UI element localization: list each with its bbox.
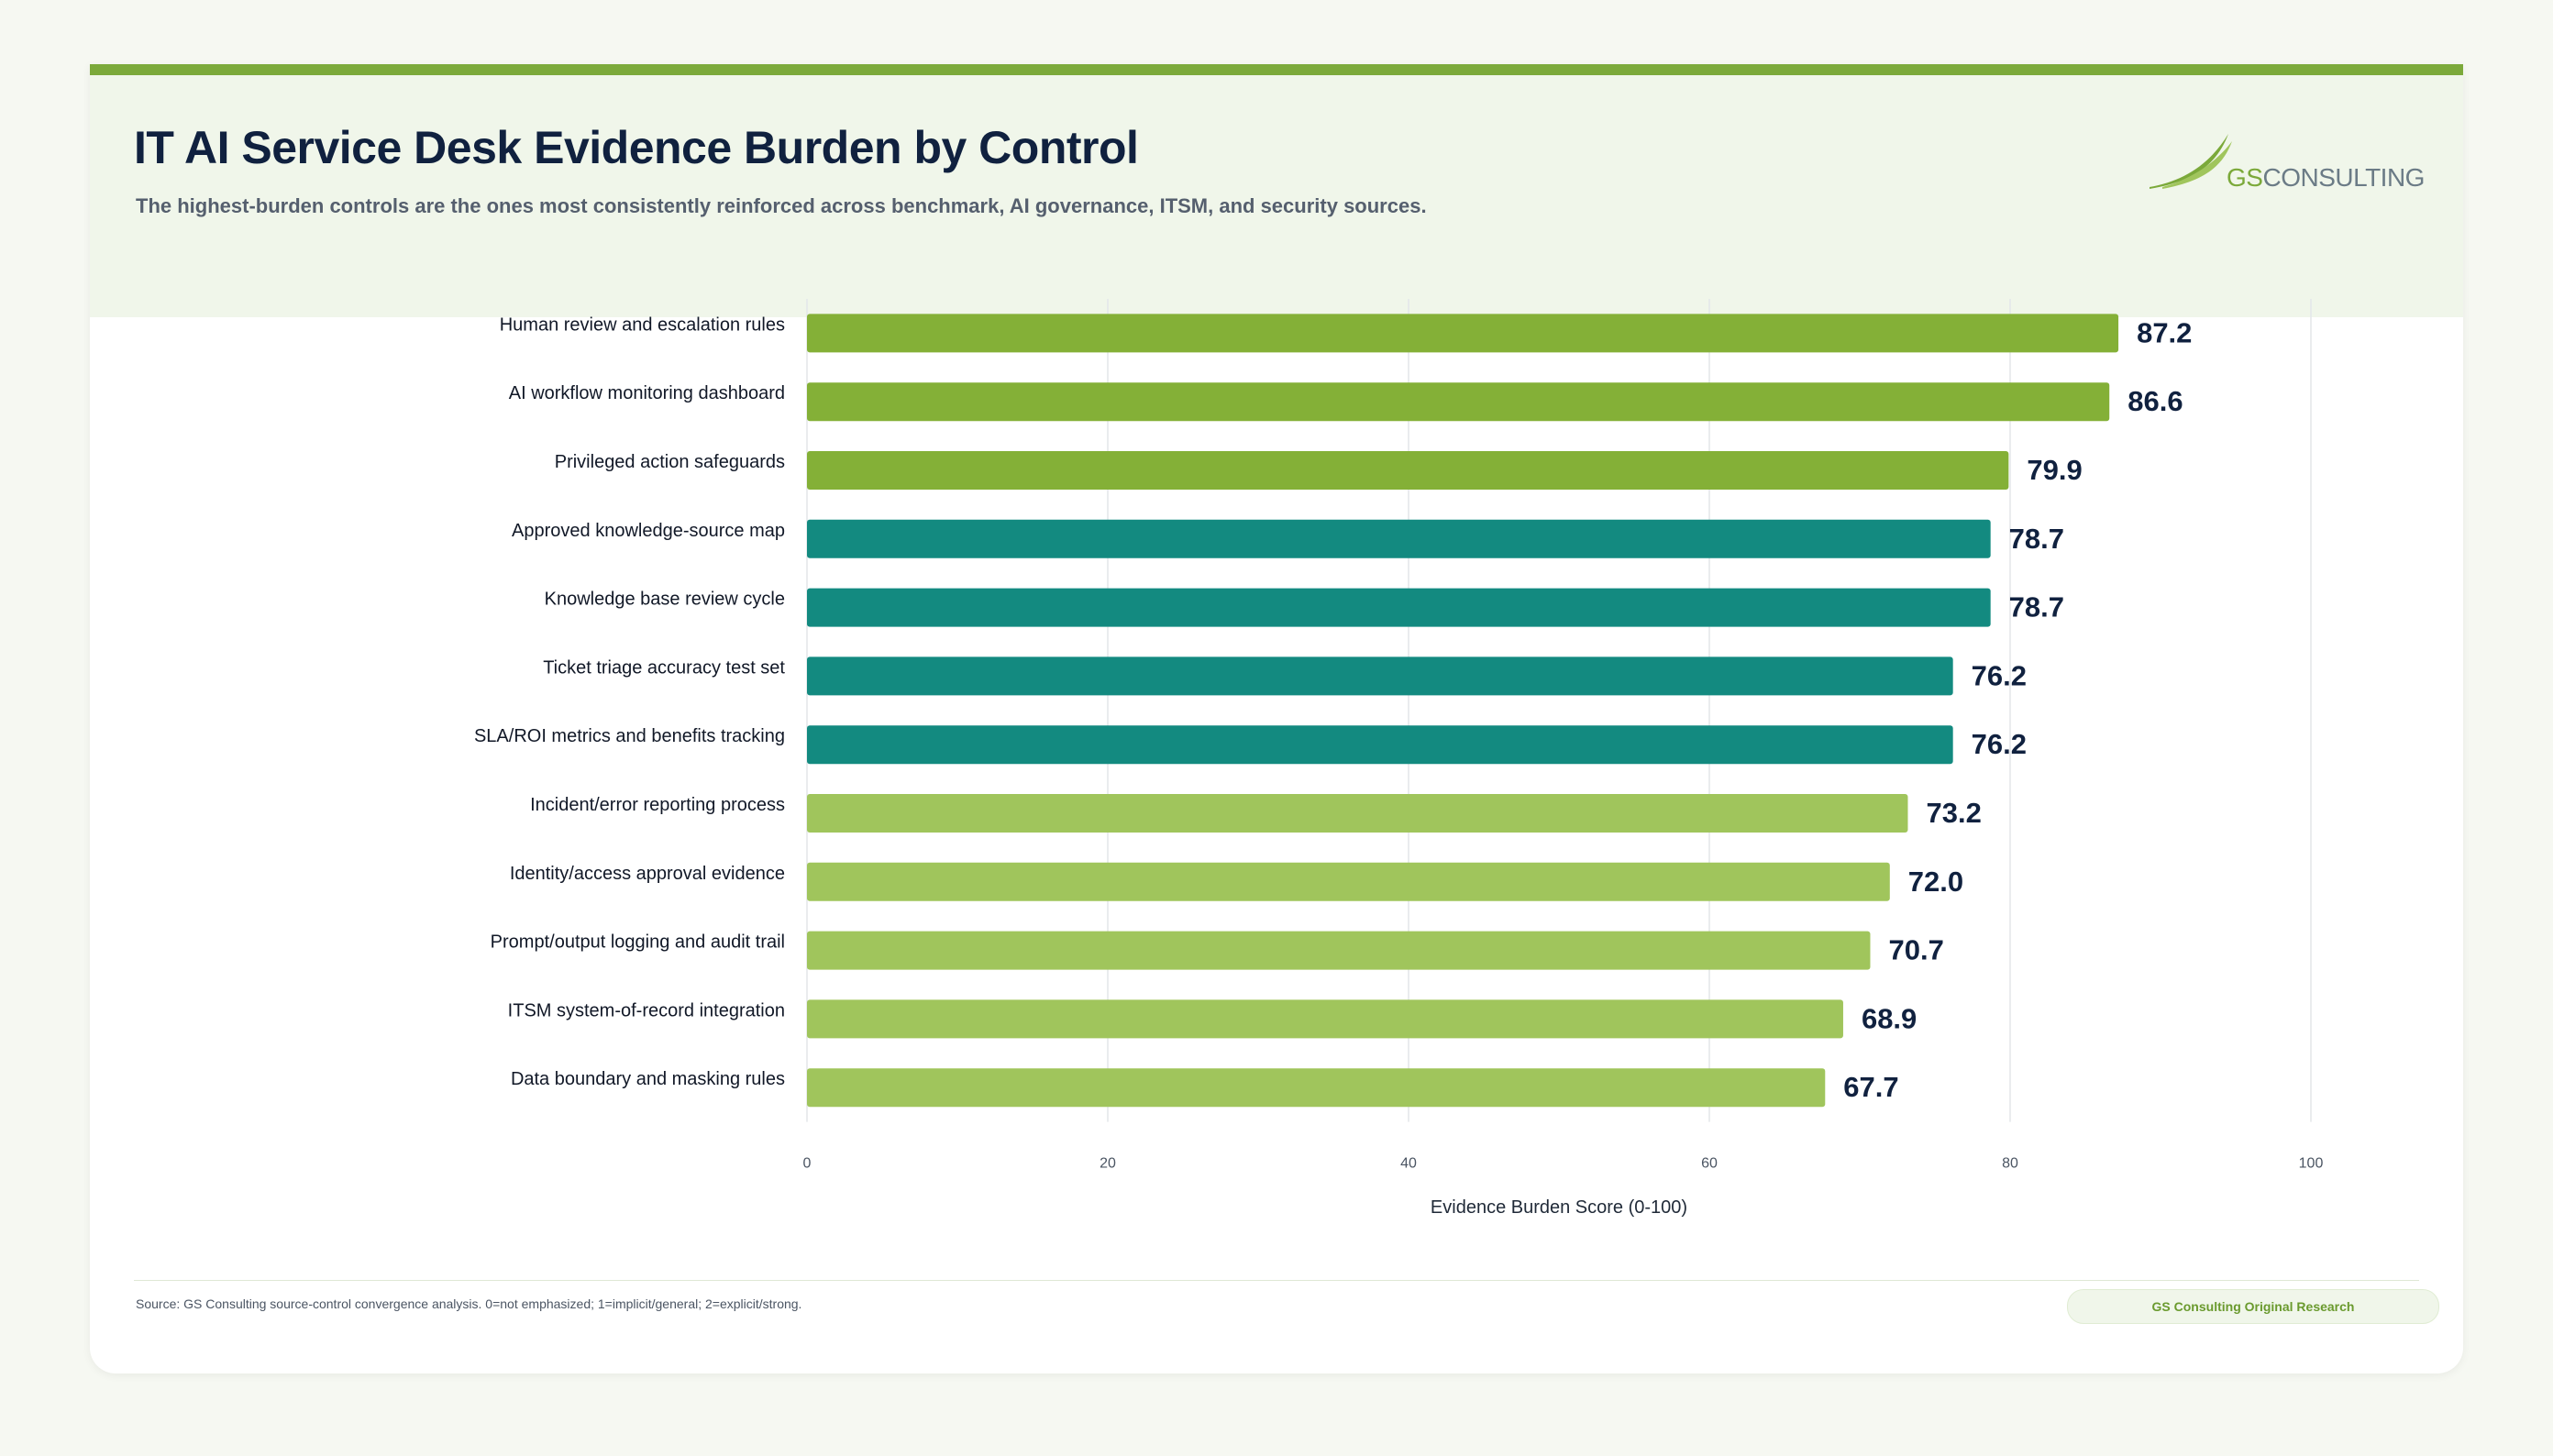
- category-label: Data boundary and masking rules: [511, 1069, 785, 1089]
- value-label: 78.7: [2009, 591, 2064, 623]
- x-tick-label: 80: [2002, 1156, 2018, 1172]
- value-label: 86.6: [2128, 385, 2183, 417]
- x-axis-label: Evidence Burden Score (0-100): [1431, 1197, 1687, 1218]
- category-label: Approved knowledge-source map: [512, 521, 785, 541]
- value-label: 70.7: [1888, 934, 1943, 966]
- category-label: AI workflow monitoring dashboard: [509, 383, 785, 403]
- category-label: Prompt/output logging and audit trail: [491, 932, 785, 953]
- bar: [807, 725, 1953, 765]
- bar: [807, 382, 2110, 422]
- x-tick-labels: 0 20 40 60 80 100: [803, 1156, 2324, 1172]
- bar: [807, 656, 1953, 696]
- category-label: SLA/ROI metrics and benefits tracking: [474, 726, 785, 746]
- page-subtitle: The highest-burden controls are the ones…: [136, 194, 1427, 217]
- footer-divider: [134, 1280, 2419, 1281]
- bar: [807, 1068, 1826, 1108]
- logo-prefix: GS: [2227, 163, 2263, 192]
- category-label: ITSM system-of-record integration: [508, 1000, 785, 1020]
- category-label: Incident/error reporting process: [530, 795, 785, 815]
- value-label: 79.9: [2027, 454, 2082, 486]
- chart-card: IT AI Service Desk Evidence Burden by Co…: [90, 64, 2463, 1373]
- grid-lines: [806, 299, 2312, 1122]
- value-label: 76.2: [1972, 728, 2027, 760]
- value-label: 73.2: [1926, 797, 1981, 829]
- bar: [807, 314, 2119, 353]
- bar: [807, 794, 1908, 833]
- bar: [807, 451, 2009, 490]
- bars: [807, 314, 2119, 1108]
- logo-suffix: CONSULTING: [2262, 163, 2425, 192]
- accent-bar: [90, 64, 2463, 75]
- x-tick-label: 60: [1701, 1156, 1718, 1172]
- category-label: Privileged action safeguards: [555, 452, 785, 472]
- x-tick-label: 0: [803, 1156, 812, 1172]
- page-title: IT AI Service Desk Evidence Burden by Co…: [134, 122, 1139, 173]
- x-tick-label: 100: [2299, 1156, 2324, 1172]
- logo-wordmark: GSCONSULTING: [2227, 163, 2425, 193]
- source-note: Source: GS Consulting source-control con…: [136, 1296, 802, 1311]
- value-label: 87.2: [2137, 316, 2192, 348]
- value-label: 68.9: [1862, 1002, 1917, 1034]
- bar: [807, 999, 1843, 1039]
- category-label: Human review and escalation rules: [500, 314, 785, 335]
- header: IT AI Service Desk Evidence Burden by Co…: [90, 75, 2463, 317]
- value-labels: 87.2 86.6 79.9 78.7 78.7 76.2 76.2 73.2 72.0 70.7…: [1843, 316, 2192, 1103]
- x-tick-label: 20: [1100, 1156, 1116, 1172]
- value-label: 67.7: [1843, 1071, 1898, 1103]
- value-label: 78.7: [2009, 523, 2064, 555]
- bar: [807, 588, 1991, 627]
- research-badge: GS Consulting Original Research: [2067, 1289, 2439, 1324]
- category-label: Identity/access approval evidence: [510, 864, 785, 884]
- bar-chart: Human review and escalation rules AI work…: [474, 299, 2324, 1218]
- bar: [807, 862, 1890, 901]
- value-label: 76.2: [1972, 659, 2027, 691]
- category-label: Ticket triage accuracy test set: [543, 657, 785, 678]
- value-label: 72.0: [1908, 866, 1963, 898]
- category-label: Knowledge base review cycle: [545, 590, 785, 610]
- bar: [807, 931, 1871, 970]
- bar: [807, 519, 1991, 558]
- category-labels: Human review and escalation rules AI work…: [474, 314, 785, 1089]
- x-tick-label: 40: [1400, 1156, 1417, 1172]
